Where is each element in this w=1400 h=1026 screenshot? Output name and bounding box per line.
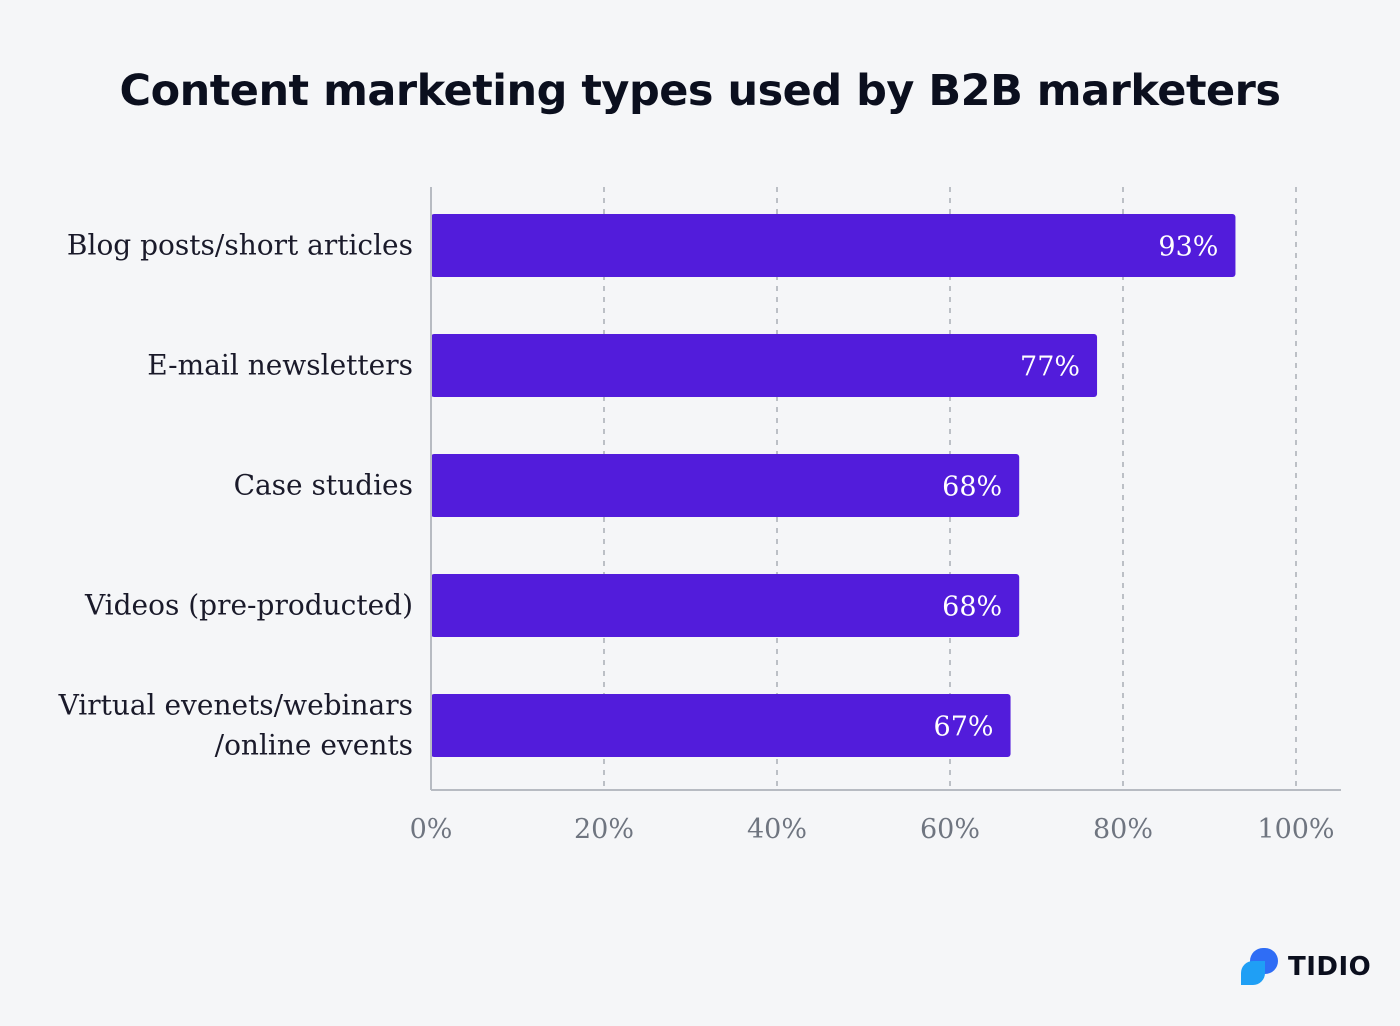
category-label-3: Videos (pre-producted) xyxy=(84,589,413,622)
category-label-line: Case studies xyxy=(234,469,413,502)
category-label-line: Videos (pre-producted) xyxy=(84,589,413,622)
bar-value-label-0: 93% xyxy=(1158,232,1218,263)
brand-logo: TIDIO xyxy=(1240,947,1371,987)
x-tick-label-40: 40% xyxy=(747,814,807,845)
bar-value-label-2: 68% xyxy=(942,472,1002,503)
bar-value-label-3: 68% xyxy=(942,592,1002,623)
brand-name: TIDIO xyxy=(1288,952,1372,982)
x-tick-label-60: 60% xyxy=(920,814,980,845)
category-label-2: Case studies xyxy=(234,469,413,502)
bar-0 xyxy=(431,214,1236,277)
bar-value-label-4: 67% xyxy=(934,712,994,743)
bar-3 xyxy=(431,574,1020,637)
category-label-line: Blog posts/short articles xyxy=(67,229,413,262)
chart-title: Content marketing types used by B2B mark… xyxy=(119,66,1281,116)
category-label-line: E-mail newsletters xyxy=(147,349,413,382)
category-label-1: E-mail newsletters xyxy=(147,349,413,382)
category-label-4: Virtual evenets/webinars/online events xyxy=(58,689,413,762)
bar-chart: 93% Blog posts/short articles 77% E-mail ne… xyxy=(58,187,1341,845)
tidio-chat-bubble-icon xyxy=(1241,948,1278,985)
x-tick-label-100: 100% xyxy=(1257,814,1334,845)
category-label-0: Blog posts/short articles xyxy=(67,229,413,262)
bar-4 xyxy=(431,694,1011,757)
category-label-line: /online events xyxy=(215,729,413,762)
bar-value-label-1: 77% xyxy=(1020,352,1080,383)
bar-2 xyxy=(431,454,1020,517)
category-label-line: Virtual evenets/webinars xyxy=(58,689,413,722)
x-tick-label-80: 80% xyxy=(1093,814,1153,845)
x-tick-label-0: 0% xyxy=(410,814,453,845)
x-tick-label-20: 20% xyxy=(574,814,634,845)
bar-1 xyxy=(431,334,1098,397)
